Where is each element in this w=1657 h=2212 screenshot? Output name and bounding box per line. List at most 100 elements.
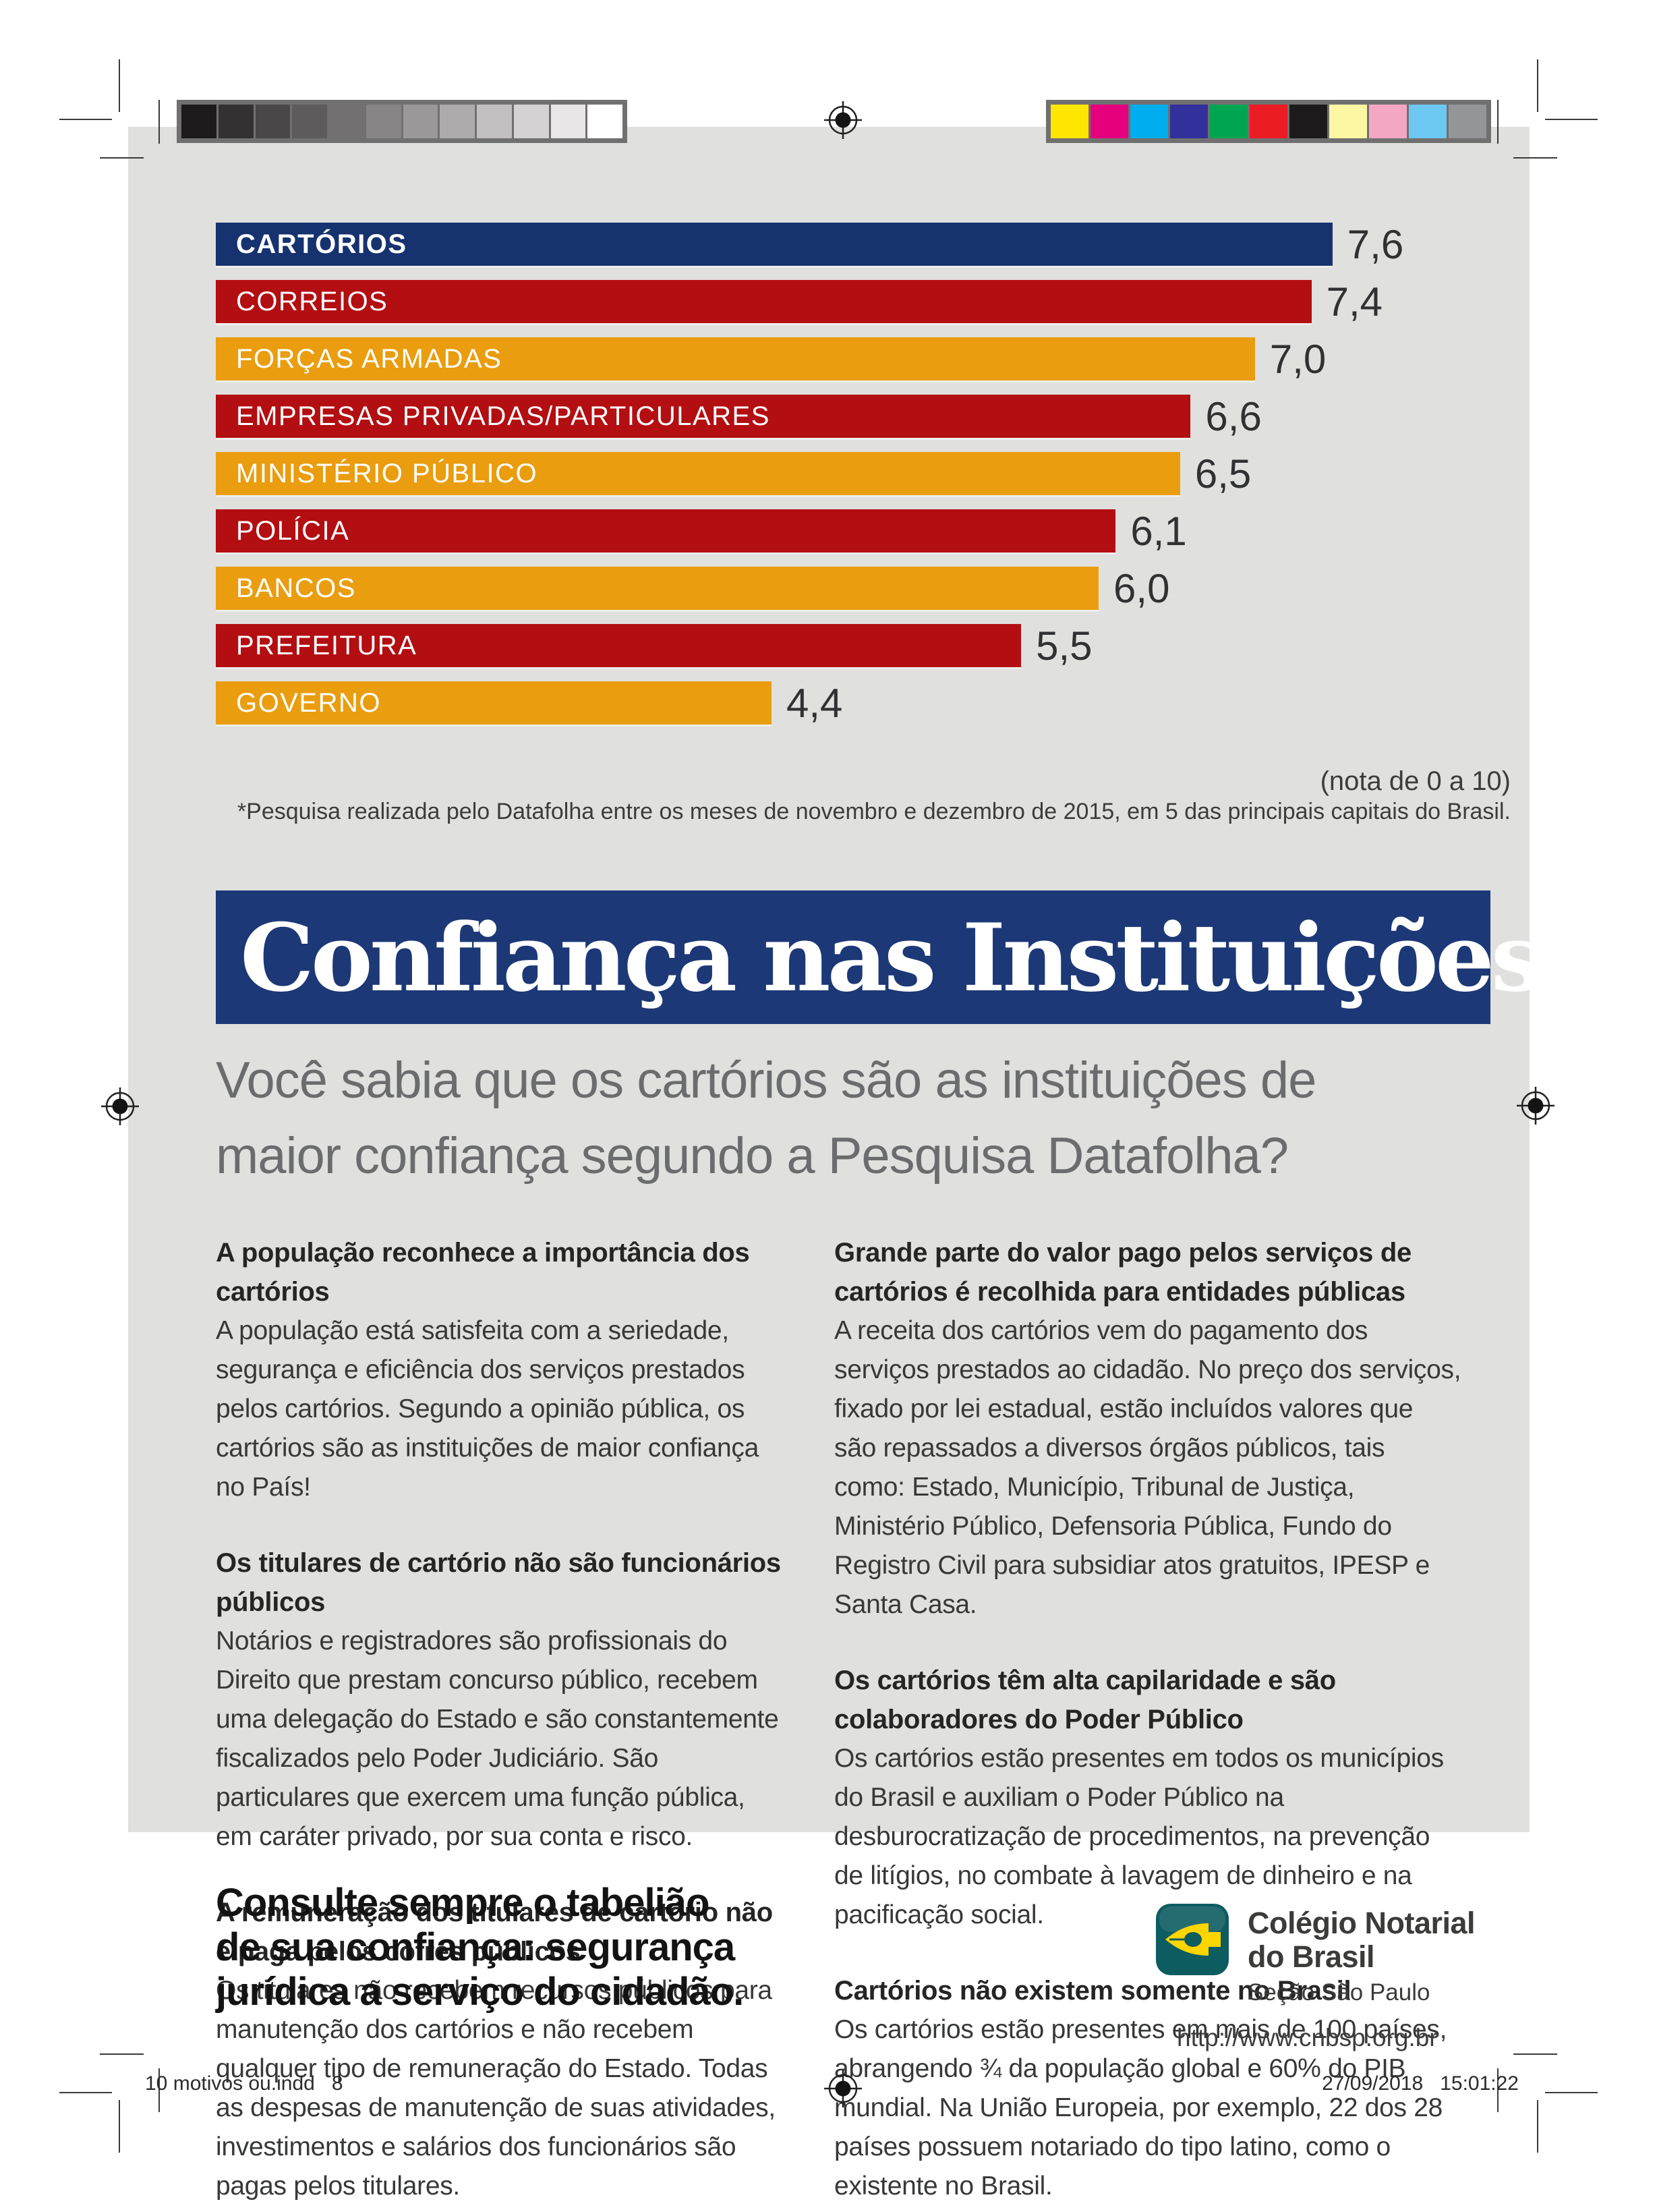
color-swatch xyxy=(1329,105,1367,138)
text-section: Grande parte do valor pago pelos serviço… xyxy=(834,1233,1461,1624)
grayscale-swatch xyxy=(550,105,586,138)
grayscale-swatch xyxy=(513,105,549,138)
grayscale-swatch xyxy=(403,105,438,138)
crop-mark xyxy=(158,2068,160,2112)
crop-mark xyxy=(59,119,112,120)
crop-mark xyxy=(100,2053,144,2055)
page-title: Confiança nas Instituições xyxy=(240,902,1544,1013)
chart-bar-label: PREFEITURA xyxy=(236,630,417,660)
section-heading: Os titulares de cartório não são funcion… xyxy=(216,1548,781,1617)
chart-bar-value: 6,5 xyxy=(1194,451,1252,497)
title-banner: Confiança nas Instituições xyxy=(216,890,1544,1024)
chart-bar-label: MINISTÉRIO PÚBLICO xyxy=(236,458,538,488)
color-swatch xyxy=(1369,105,1407,138)
color-swatch xyxy=(1130,105,1168,138)
flyer-sheet: CARTÓRIOS 7,6 CORREIOS 7,4 FORÇAS ARMADAS 7,0… xyxy=(128,127,1544,2201)
body-columns: A população reconhece a importância dos … xyxy=(216,1233,1461,2212)
section-body: A população está satisfeita com a seried… xyxy=(216,1316,759,1502)
logo-name-line: do Brasil xyxy=(1248,1939,1375,1974)
chart-rows: CARTÓRIOS 7,6 CORREIOS 7,4 FORÇAS ARMADAS 7,0… xyxy=(216,222,1530,726)
chart-bar: CORREIOS xyxy=(216,280,1312,323)
section-body: Os titulares não recebem recursos públic… xyxy=(216,1976,776,2201)
crop-mark xyxy=(1513,2053,1557,2055)
crop-mark xyxy=(1513,157,1557,159)
chart-bar-row: CARTÓRIOS 7,6 xyxy=(216,222,1530,267)
section-body: Os cartórios estão presentes em mais de … xyxy=(834,2015,1447,2201)
grayscale-swatch xyxy=(477,105,512,138)
chart-bar-label: GOVERNO xyxy=(236,687,381,718)
chart-bar-row: BANCOS 6,0 xyxy=(216,566,1530,611)
chart-bar-row: FORÇAS ARMADAS 7,0 xyxy=(216,336,1530,382)
crop-mark xyxy=(1497,100,1499,144)
grayscale-calibration-strip xyxy=(177,100,627,143)
chart-bar-label: BANCOS xyxy=(236,573,356,603)
chart-bar-value: 7,4 xyxy=(1326,279,1383,324)
color-swatch xyxy=(1210,105,1248,138)
registration-target-icon xyxy=(824,101,862,139)
color-swatch xyxy=(1091,105,1128,138)
section-heading: Os cartórios têm alta capilaridade e são… xyxy=(834,1666,1336,1734)
chart-bar-value: 7,0 xyxy=(1269,336,1327,382)
chart-bar-row: CORREIOS 7,4 xyxy=(216,279,1530,324)
document-filename: 10 motivos ou.indd 8 xyxy=(145,2072,343,2095)
text-section: A remuneração dos titulares de cartório … xyxy=(216,1893,786,2206)
chart-bar: MINISTÉRIO PÚBLICO xyxy=(216,452,1180,495)
chart-bar: BANCOS xyxy=(216,567,1099,610)
section-heading: A população reconhece a importância dos … xyxy=(216,1238,750,1307)
page-subtitle: Você sabia que os cartórios são as insti… xyxy=(216,1043,1316,1194)
chart-bar: FORÇAS ARMADAS xyxy=(216,337,1255,380)
crop-mark xyxy=(1545,2092,1598,2093)
slogan-line: jurídica a serviço do cidadão. xyxy=(216,1970,744,2014)
chart-bar: GOVERNO xyxy=(216,681,772,725)
crop-mark xyxy=(1537,59,1538,112)
notary-pen-icon xyxy=(1156,1904,1229,1975)
cmyk-calibration-strip xyxy=(1046,100,1491,143)
grayscale-swatch xyxy=(255,105,291,138)
color-swatch xyxy=(1409,105,1447,138)
chart-bar-value: 5,5 xyxy=(1036,623,1093,669)
chart-bar: CARTÓRIOS xyxy=(216,223,1333,266)
registration-target-icon xyxy=(101,1087,139,1125)
chart-bar-value: 6,6 xyxy=(1205,393,1262,439)
chart-bar-row: EMPRESAS PRIVADAS/PARTICULARES 6,6 xyxy=(216,393,1530,439)
crop-mark xyxy=(119,59,120,112)
trust-bar-chart: CARTÓRIOS 7,6 CORREIOS 7,4 FORÇAS ARMADAS 7,0… xyxy=(216,222,1530,825)
grayscale-swatch xyxy=(329,105,364,138)
chart-bar-row: MINISTÉRIO PÚBLICO 6,5 xyxy=(216,451,1530,497)
color-swatch xyxy=(1051,105,1088,138)
crop-mark xyxy=(100,157,144,159)
section-body: A receita dos cartórios vem do pagamento… xyxy=(834,1316,1461,1619)
chart-bar-label: CARTÓRIOS xyxy=(236,229,407,259)
registration-target-icon xyxy=(1517,1087,1554,1125)
grayscale-swatch xyxy=(440,105,475,138)
grayscale-swatch xyxy=(292,105,327,138)
chart-bar-row: GOVERNO 4,4 xyxy=(216,680,1530,726)
section-body: Notários e registradores são profissiona… xyxy=(216,1626,779,1851)
section-heading: Grande parte do valor pago pelos serviço… xyxy=(834,1238,1412,1307)
print-timestamp: 27/09/2018 15:01:22 xyxy=(1322,2072,1519,2095)
website-url: http://www.cnbsp.org.br xyxy=(1177,2024,1438,2051)
color-swatch xyxy=(1250,105,1287,138)
chart-bar-label: EMPRESAS PRIVADAS/PARTICULARES xyxy=(236,401,770,431)
slogan-line: Consulte sempre o tabelião xyxy=(216,1881,709,1925)
footer-slogan: Consulte sempre o tabelião de sua confia… xyxy=(216,1881,744,2014)
color-swatch xyxy=(1289,105,1327,138)
section-body: Os cartórios estão presentes em todos os… xyxy=(834,1744,1444,1929)
text-section: A população reconhece a importância dos … xyxy=(216,1233,786,1507)
crop-mark xyxy=(1545,119,1598,120)
chart-bar-label: FORÇAS ARMADAS xyxy=(236,343,502,374)
logo-section-line: Seção São Paulo xyxy=(1248,1979,1430,2006)
crop-mark xyxy=(59,2092,112,2093)
section-heading: A remuneração dos titulares de cartório … xyxy=(216,1898,773,1966)
chart-bar: EMPRESAS PRIVADAS/PARTICULARES xyxy=(216,395,1191,438)
subtitle-line: Você sabia que os cartórios são as insti… xyxy=(216,1052,1316,1109)
text-section: Cartórios não existem somente no Brasil O… xyxy=(834,1971,1461,2206)
chart-bar-value: 4,4 xyxy=(786,680,843,726)
crop-mark xyxy=(1497,2068,1499,2112)
chart-bar: PREFEITURA xyxy=(216,624,1022,667)
color-swatch xyxy=(1449,105,1486,138)
text-section: Os cartórios têm alta capilaridade e são… xyxy=(834,1661,1461,1935)
chart-bar-row: PREFEITURA 5,5 xyxy=(216,623,1530,669)
chart-bar-row: POLÍCIA 6,1 xyxy=(216,509,1530,554)
